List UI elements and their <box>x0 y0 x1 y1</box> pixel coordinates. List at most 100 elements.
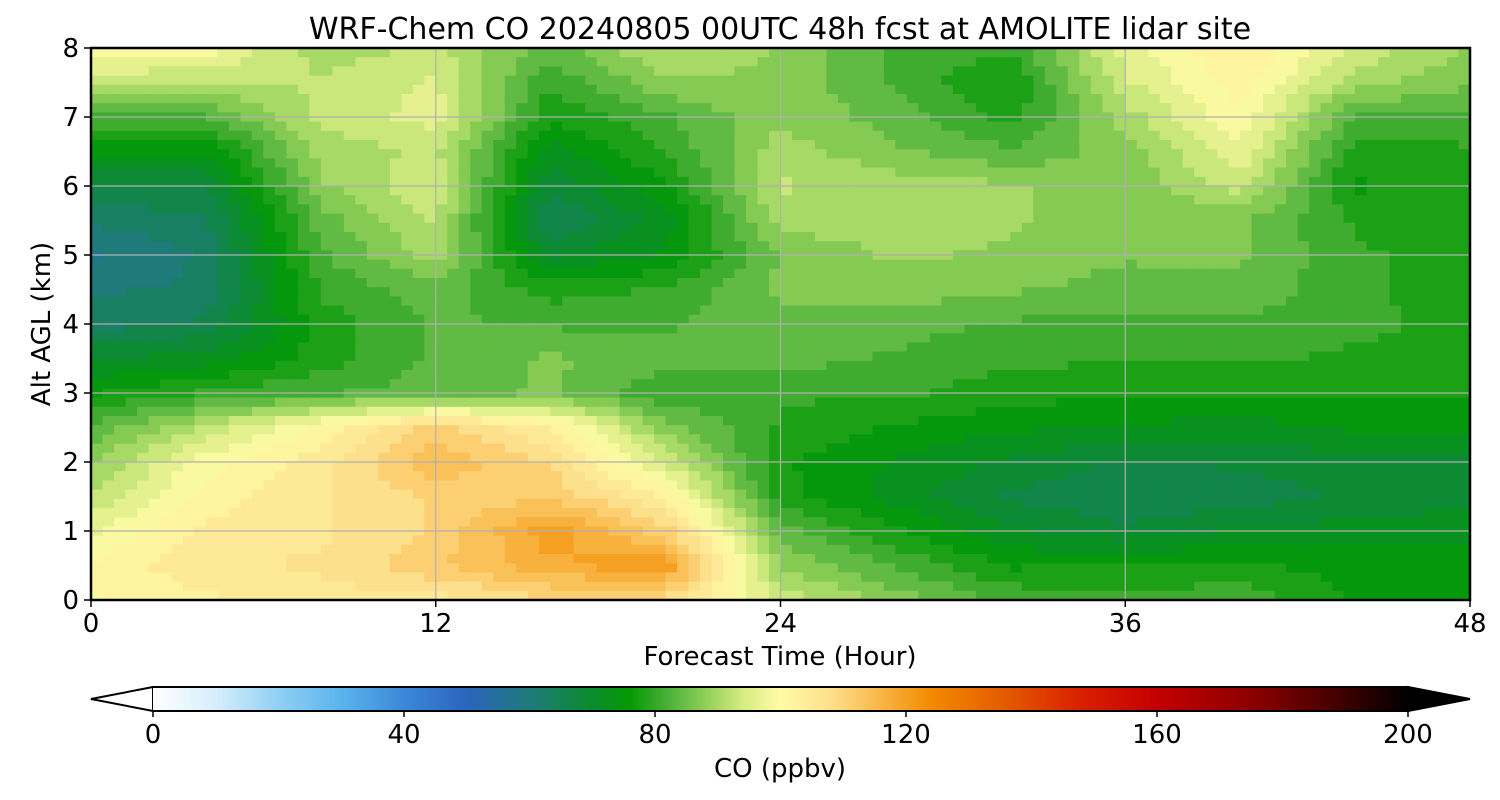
contour-cell <box>424 57 437 67</box>
contour-cell <box>1401 48 1414 58</box>
contour-cell <box>1205 305 1218 316</box>
contour-cell <box>860 342 874 353</box>
contour-cell <box>585 397 598 408</box>
contour-cell <box>1332 278 1345 288</box>
contour-cell <box>769 259 782 270</box>
contour-cell <box>274 268 287 279</box>
contour-cell <box>654 149 667 159</box>
contour-cell <box>113 195 127 205</box>
contour-cell <box>895 333 908 343</box>
contour-cell <box>125 222 138 233</box>
contour-cell <box>941 333 954 343</box>
contour-cell <box>814 57 828 67</box>
contour-cell <box>1056 158 1069 169</box>
contour-cell <box>860 425 874 435</box>
contour-cell <box>723 278 736 288</box>
contour-cell <box>309 195 322 205</box>
contour-cell <box>1079 121 1092 132</box>
contour-cell <box>1205 66 1218 77</box>
contour-cell <box>585 130 598 141</box>
contour-cell <box>1251 66 1264 77</box>
contour-cell <box>458 287 471 297</box>
contour-cell <box>1297 75 1310 86</box>
contour-cell <box>435 324 448 334</box>
contour-cell <box>1205 314 1218 325</box>
contour-cell <box>1389 140 1402 150</box>
contour-cell <box>1355 379 1368 389</box>
contour-cell <box>780 48 793 58</box>
contour-cell <box>1125 278 1138 288</box>
contour-cell <box>159 167 173 178</box>
contour-cell <box>527 370 540 380</box>
contour-cell <box>378 121 391 132</box>
contour-cell <box>849 333 862 343</box>
contour-cell <box>148 232 161 242</box>
contour-cell <box>1171 75 1184 86</box>
contour-cell <box>1113 121 1126 132</box>
contour-cell <box>1056 167 1069 178</box>
contour-cell <box>447 259 460 270</box>
contour-cell <box>837 57 851 67</box>
contour-cell <box>424 121 437 132</box>
contour-cell <box>539 66 552 77</box>
contour-cell <box>1079 48 1092 58</box>
contour-cell <box>504 232 517 242</box>
contour-cell <box>435 406 448 417</box>
contour-cell <box>700 84 713 95</box>
contour-cell <box>975 130 988 141</box>
contour-cell <box>918 130 931 141</box>
contour-cell <box>228 66 241 77</box>
contour-cell <box>355 259 368 270</box>
contour-cell <box>228 140 241 150</box>
contour-cell <box>424 360 437 371</box>
contour-cell <box>1228 48 1241 58</box>
contour-cell <box>378 342 391 353</box>
contour-cell <box>998 406 1011 417</box>
contour-cell <box>309 57 322 67</box>
contour-cell <box>631 379 644 389</box>
contour-cell <box>1297 167 1310 178</box>
contour-cell <box>849 370 862 380</box>
contour-cell <box>1067 241 1080 251</box>
contour-cell <box>688 259 701 270</box>
contour-cell <box>251 351 264 362</box>
contour-cell <box>412 57 425 67</box>
contour-cell <box>665 94 678 104</box>
contour-cell <box>665 158 678 169</box>
contour-cell <box>941 195 954 205</box>
contour-cell <box>1309 406 1322 417</box>
contour-cell <box>550 84 563 95</box>
contour-cell <box>952 84 965 95</box>
contour-cell <box>746 103 759 113</box>
contour-cell <box>1056 296 1069 307</box>
contour-cell <box>837 342 851 353</box>
contour-cell <box>1010 351 1023 362</box>
contour-cell <box>1309 195 1322 205</box>
contour-cell <box>608 66 621 77</box>
contour-cell <box>343 370 356 380</box>
contour-cell <box>447 167 460 178</box>
contour-cell <box>1458 140 1470 150</box>
contour-cell <box>1251 94 1264 104</box>
contour-cell <box>711 416 724 426</box>
contour-cell <box>964 75 977 86</box>
contour-cell <box>1205 140 1218 150</box>
contour-cell <box>987 213 1000 224</box>
contour-cell <box>470 333 483 343</box>
contour-cell <box>1424 278 1437 288</box>
contour-cell <box>1159 342 1172 353</box>
contour-cell <box>895 287 908 297</box>
contour-cell <box>1205 186 1218 196</box>
contour-cell <box>1205 103 1218 113</box>
contour-cell <box>1113 176 1126 187</box>
contour-cell <box>401 324 414 334</box>
contour-cell <box>1297 287 1310 297</box>
contour-cell <box>929 204 942 215</box>
contour-cell <box>1240 379 1253 389</box>
contour-cell <box>424 370 437 380</box>
contour-cell <box>837 94 851 104</box>
contour-cell <box>849 213 862 224</box>
contour-cell <box>171 94 184 104</box>
contour-cell <box>1389 75 1402 86</box>
contour-cell <box>837 121 851 132</box>
